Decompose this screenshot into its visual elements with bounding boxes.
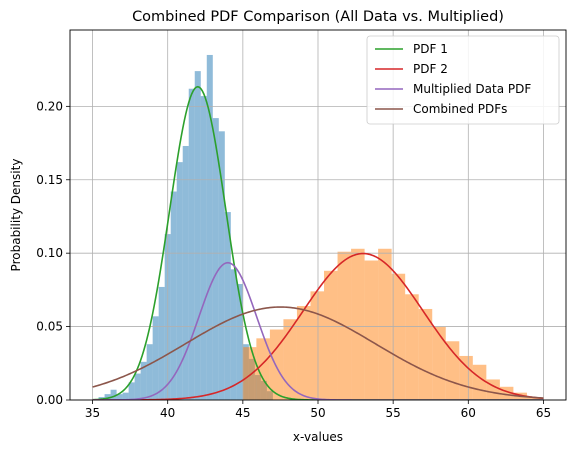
histogram-1-bar	[200, 96, 207, 400]
histogram-2-bar	[445, 341, 460, 400]
x-tick-label: 65	[536, 406, 551, 420]
x-tick-label: 50	[310, 406, 325, 420]
histogram-1-bar	[128, 382, 135, 400]
x-axis-label: x-values	[293, 430, 343, 444]
histogram-1-bar	[122, 392, 129, 400]
x-tick-label: 40	[160, 406, 175, 420]
histogram-2-bar	[364, 260, 379, 400]
histogram-1-bar	[158, 286, 165, 400]
histogram-2-bar	[459, 355, 473, 400]
histogram-2	[242, 248, 541, 400]
plot-area: 35 40 45 50 55 60 65 0.00 0.05 0.10 0.15 0.20	[36, 29, 567, 420]
histogram-1-bar	[134, 373, 141, 400]
y-tick-label: 0.20	[36, 99, 63, 113]
y-axis-label: Probability Density	[9, 159, 23, 272]
histogram-2-bar	[391, 273, 406, 400]
histogram-1-bar	[230, 269, 237, 400]
histogram-1-bar	[236, 284, 243, 400]
x-tick-label: 60	[461, 406, 476, 420]
histogram-1-bar	[140, 361, 147, 400]
histogram-2-bar	[310, 291, 325, 400]
histogram-2-bar	[242, 347, 257, 400]
histogram-1-bar	[104, 394, 111, 400]
histogram-1-bar	[146, 344, 153, 400]
x-tick-label: 55	[386, 406, 401, 420]
histogram-2-bar	[351, 248, 365, 400]
x-tick-label: 45	[235, 406, 250, 420]
histogram-2-bar	[526, 397, 541, 400]
legend-label: Combined PDFs	[413, 102, 507, 116]
legend-box	[366, 35, 560, 125]
curve-pdf-2	[92, 252, 544, 400]
y-tick-label: 0.00	[36, 393, 63, 407]
x-tick-label: 35	[85, 406, 100, 420]
histogram-2-bar	[432, 326, 446, 400]
histogram-2-bar	[378, 248, 392, 400]
histogram-2-bar	[283, 319, 297, 400]
curve-multiplied-data-pdf	[92, 261, 544, 400]
histogram-1-bar	[194, 71, 201, 400]
histogram-1-bar	[116, 394, 123, 400]
legend-label: PDF 1	[413, 42, 448, 56]
histogram-1-bar	[170, 191, 177, 400]
histogram-1-bar	[206, 54, 213, 400]
legend-label: Multiplied Data PDF	[413, 82, 531, 96]
histogram-2-bar	[418, 308, 433, 400]
histogram-1-bar	[152, 316, 159, 400]
legend: PDF 1 PDF 2 Multiplied Data PDF Combined PD…	[366, 35, 560, 125]
legend-label: PDF 2	[413, 62, 448, 76]
histogram-2-bar	[405, 294, 419, 400]
chart-title: Combined PDF Comparison (All Data vs. Mu…	[132, 9, 504, 25]
histogram-1-bar	[212, 118, 219, 400]
histogram-1-bar	[224, 212, 231, 400]
histogram-2-bar	[472, 364, 487, 400]
histogram-1-bar	[110, 389, 117, 400]
y-tick-label: 0.05	[36, 320, 63, 334]
curve-combined-pdfs	[92, 306, 544, 399]
histogram-1-bar	[182, 145, 189, 400]
histogram-1-bar	[188, 88, 195, 400]
histogram-2-bar	[296, 306, 311, 400]
ticks: 35 40 45 50 55 60 65 0.00 0.05 0.10 0.15 0.20	[36, 99, 551, 420]
y-tick-label: 0.15	[36, 173, 63, 187]
histogram-2-bar	[269, 329, 284, 400]
histogram-1-bar	[176, 162, 183, 400]
y-tick-label: 0.10	[36, 246, 63, 260]
histogram-2-bar	[324, 270, 338, 400]
